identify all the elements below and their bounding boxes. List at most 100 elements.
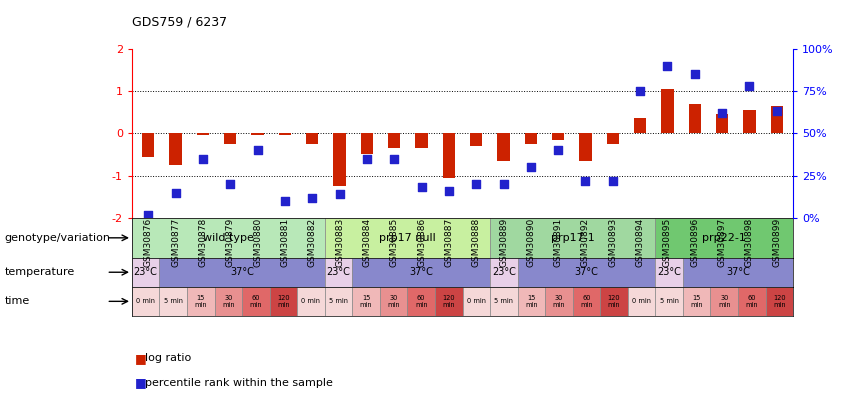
Text: 5 min: 5 min [163,298,183,304]
Text: 37°C: 37°C [574,267,598,277]
Text: GSM30888: GSM30888 [471,218,481,267]
Point [660,62,674,69]
Bar [187,287,214,316]
Bar [655,258,683,287]
Bar [435,287,463,316]
Text: 0 min: 0 min [632,298,651,304]
Text: GDS759 / 6237: GDS759 / 6237 [132,15,227,28]
Text: 23°C: 23°C [134,267,157,277]
Bar [490,258,517,287]
Bar [279,133,291,135]
Point [606,177,620,184]
Point [579,177,592,184]
Bar [325,287,352,316]
Bar [388,133,400,148]
Bar [552,133,564,140]
Text: prp17 null: prp17 null [379,233,436,243]
Bar [661,89,674,133]
Text: 23°C: 23°C [492,267,516,277]
Point [497,181,511,188]
Bar [711,287,738,316]
Point [251,147,265,153]
Bar [525,133,537,144]
Text: GSM30890: GSM30890 [526,218,535,267]
Text: 0 min: 0 min [136,298,155,304]
Text: log ratio: log ratio [145,354,191,363]
Text: 120
min: 120 min [277,295,289,308]
Bar [517,258,655,287]
Bar [716,114,728,133]
Bar [600,287,628,316]
Text: GSM30883: GSM30883 [335,218,344,267]
Bar [573,287,600,316]
Text: 23°C: 23°C [657,267,681,277]
Text: GSM30878: GSM30878 [198,218,208,267]
Text: 120
min: 120 min [443,295,455,308]
Point [551,147,565,153]
Text: genotype/variation: genotype/variation [4,233,111,243]
Text: GSM30886: GSM30886 [417,218,426,267]
Bar [159,287,187,316]
Bar [132,287,159,316]
Point [333,191,346,198]
Text: GSM30892: GSM30892 [581,218,590,267]
Bar [688,104,701,133]
Point [224,181,237,188]
Text: GSM30887: GSM30887 [444,218,454,267]
Text: 15
min: 15 min [690,295,703,308]
Text: 120
min: 120 min [773,295,785,308]
Bar [297,287,325,316]
Text: GSM30879: GSM30879 [226,218,235,267]
Point [306,194,319,201]
Text: GSM30877: GSM30877 [171,218,180,267]
Bar [580,133,591,161]
Text: 15
min: 15 min [360,295,373,308]
Bar [443,133,455,178]
Bar [634,119,646,133]
Bar [545,287,573,316]
Text: 15
min: 15 min [525,295,538,308]
Text: GSM30884: GSM30884 [363,218,371,267]
Bar [325,218,490,258]
Text: GSM30894: GSM30894 [636,218,644,267]
Point [168,189,182,196]
Text: GSM30896: GSM30896 [690,218,700,267]
Text: 30
min: 30 min [552,295,565,308]
Bar [132,258,159,287]
Bar [517,287,545,316]
Text: prp22-1: prp22-1 [702,233,746,243]
Point [442,188,455,194]
Point [414,184,428,191]
Point [633,88,647,94]
Point [196,156,209,162]
Text: 5 min: 5 min [329,298,348,304]
Text: 0 min: 0 min [301,298,321,304]
Bar [628,287,655,316]
Text: GSM30882: GSM30882 [308,218,317,267]
Bar [771,106,783,133]
Text: GSM30885: GSM30885 [390,218,399,267]
Bar [169,133,182,165]
Text: temperature: temperature [4,267,75,277]
Bar [738,287,766,316]
Bar [334,133,346,186]
Text: 30
min: 30 min [222,295,235,308]
Text: time: time [4,296,30,306]
Bar [463,287,490,316]
Text: GSM30876: GSM30876 [144,218,153,267]
Bar [766,287,793,316]
Text: GSM30898: GSM30898 [745,218,754,267]
Point [524,164,538,171]
Point [141,211,155,218]
Bar [655,287,683,316]
Text: 37°C: 37°C [726,267,750,277]
Bar [380,287,408,316]
Text: 60
min: 60 min [745,295,758,308]
Point [278,198,292,204]
Text: 120
min: 120 min [608,295,620,308]
Point [743,83,757,89]
Text: ■: ■ [134,352,146,365]
Point [470,181,483,188]
Text: GSM30891: GSM30891 [554,218,563,267]
Bar [743,110,756,133]
